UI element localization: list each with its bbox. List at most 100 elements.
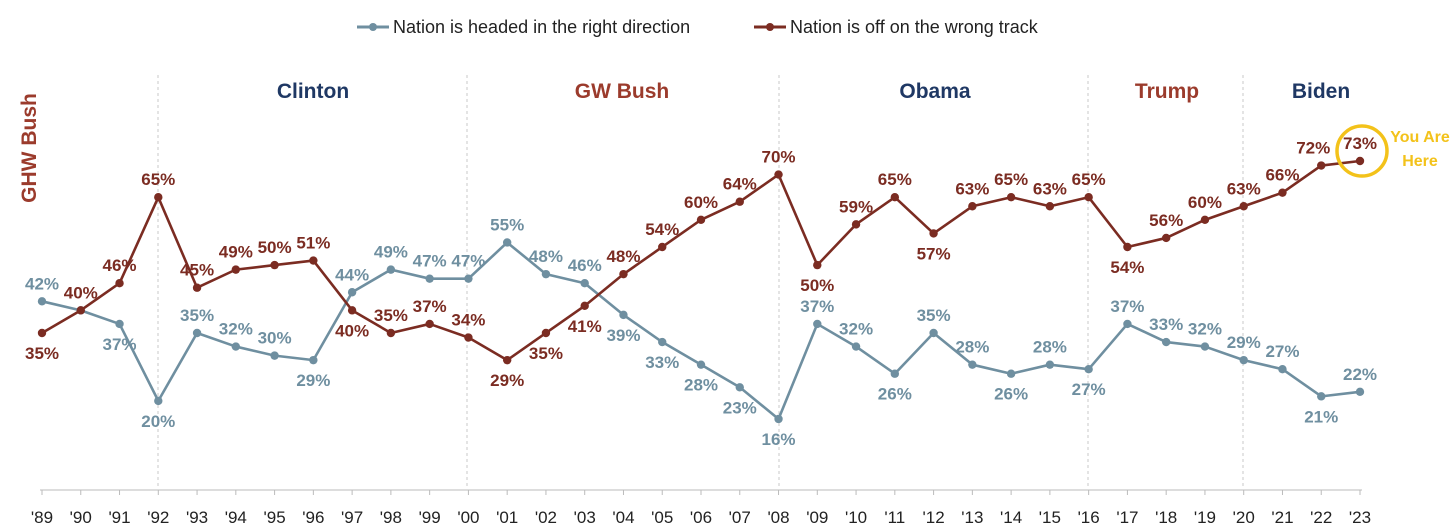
data-label: 28%	[1033, 338, 1067, 357]
data-point	[464, 274, 473, 283]
data-label: 40%	[64, 283, 98, 302]
series-right-direction: 42%37%20%35%32% 30%29%44%49% 47% 47%55%48% 4…	[25, 215, 1377, 449]
data-label: 30%	[258, 329, 292, 348]
data-label: 37%	[413, 297, 447, 316]
era-labels: GHW Bush Clinton GW Bush Obama Trump Bid…	[18, 80, 1350, 203]
data-label: 63%	[1033, 179, 1067, 198]
legend-label-wrong-track: Nation is off on the wrong track	[790, 17, 1039, 37]
data-point	[192, 328, 202, 338]
data-point	[231, 342, 241, 351]
data-point	[774, 414, 783, 424]
data-label: 22%	[1343, 365, 1377, 384]
data-point	[929, 229, 938, 238]
data-point	[580, 279, 589, 288]
x-tick-label: '97	[341, 508, 363, 527]
data-point	[270, 260, 279, 270]
data-label: 73%	[1343, 134, 1377, 153]
x-tick-label: '03	[574, 508, 596, 527]
data-point	[1200, 342, 1210, 351]
data-point	[425, 274, 434, 283]
data-label: 66%	[1265, 166, 1299, 185]
x-tick-label: '95	[264, 508, 286, 527]
data-label: 41%	[568, 317, 602, 336]
data-label: 54%	[1110, 258, 1144, 277]
data-point	[813, 319, 822, 329]
data-label: 42%	[25, 274, 59, 293]
era-label-trump: Trump	[1135, 80, 1199, 103]
x-tick-label: '05	[651, 508, 673, 527]
x-tick-label: '98	[380, 508, 402, 527]
legend: Nation is headed in the right direction …	[357, 17, 1039, 37]
legend-marker-wrong-track	[766, 23, 774, 31]
data-label: 35%	[529, 344, 563, 363]
data-label: 65%	[994, 170, 1028, 189]
x-tick-label: '10	[845, 508, 867, 527]
data-point	[619, 310, 628, 320]
data-label: 50%	[258, 238, 292, 257]
data-point	[851, 220, 861, 229]
era-dividers	[157, 75, 1244, 488]
x-tick-label: '02	[535, 508, 557, 527]
data-label: 20%	[141, 412, 175, 431]
data-label: 57%	[917, 244, 951, 263]
data-point	[968, 360, 977, 369]
data-point	[1006, 369, 1016, 378]
data-point	[580, 301, 589, 311]
data-label: 45%	[180, 261, 214, 280]
data-point	[1317, 161, 1326, 170]
data-label: 29%	[490, 371, 524, 390]
data-label: 35%	[25, 344, 59, 363]
era-label-obama: Obama	[899, 80, 971, 103]
data-label: 16%	[762, 430, 796, 449]
x-tick-label: '18	[1155, 508, 1177, 527]
x-tick-label: '06	[690, 508, 712, 527]
x-tick-label: '11	[884, 508, 905, 527]
legend-label-right-direction: Nation is headed in the right direction	[393, 17, 690, 37]
data-point	[696, 360, 706, 369]
data-point	[968, 202, 977, 211]
you-are-here-line1: You Are	[1390, 129, 1450, 146]
data-label: 65%	[141, 170, 175, 189]
data-point	[735, 197, 744, 206]
x-tick-label: '14	[1000, 508, 1022, 527]
data-label: 49%	[374, 243, 408, 262]
data-point	[309, 355, 318, 365]
data-point	[1084, 193, 1093, 202]
data-point	[1123, 319, 1132, 329]
data-point	[1355, 156, 1365, 166]
x-tick-label: '15	[1039, 508, 1061, 527]
x-tick-label: '19	[1194, 508, 1216, 527]
data-point	[1123, 242, 1132, 252]
data-label: 50%	[800, 276, 834, 295]
data-label: 33%	[1149, 315, 1183, 334]
x-axis: '89 '90 '91 '92 '93 '94 '95 '96 '97 '98 '99 '00 '01 '…	[31, 489, 1371, 527]
data-point	[890, 369, 900, 378]
data-point	[192, 283, 202, 292]
data-label: 35%	[180, 306, 214, 325]
data-point	[1239, 202, 1248, 211]
data-point	[231, 265, 241, 274]
data-label: 44%	[335, 265, 369, 284]
x-tick-label: '91	[108, 508, 130, 527]
era-label-gw-bush: GW Bush	[575, 80, 670, 103]
you-are-here-annotation: You Are Here	[1335, 124, 1450, 178]
data-point	[929, 328, 938, 338]
data-point	[347, 288, 357, 297]
x-tick-label: '17	[1116, 508, 1138, 527]
data-point	[37, 328, 47, 338]
data-point	[1278, 364, 1287, 374]
data-point	[386, 265, 396, 274]
data-label: 27%	[1265, 342, 1299, 361]
x-tick-label: '12	[923, 508, 945, 527]
data-label: 59%	[839, 197, 873, 216]
data-label: 26%	[994, 385, 1028, 404]
data-label: 28%	[684, 376, 718, 395]
legend-marker-right-direction	[369, 23, 377, 31]
data-label: 72%	[1296, 139, 1330, 158]
data-label: 35%	[374, 306, 408, 325]
x-tick-label: '07	[729, 508, 751, 527]
x-tick-label: '96	[302, 508, 324, 527]
data-label: 54%	[645, 220, 679, 239]
x-tick-label: '92	[147, 508, 169, 527]
data-point	[309, 256, 318, 265]
